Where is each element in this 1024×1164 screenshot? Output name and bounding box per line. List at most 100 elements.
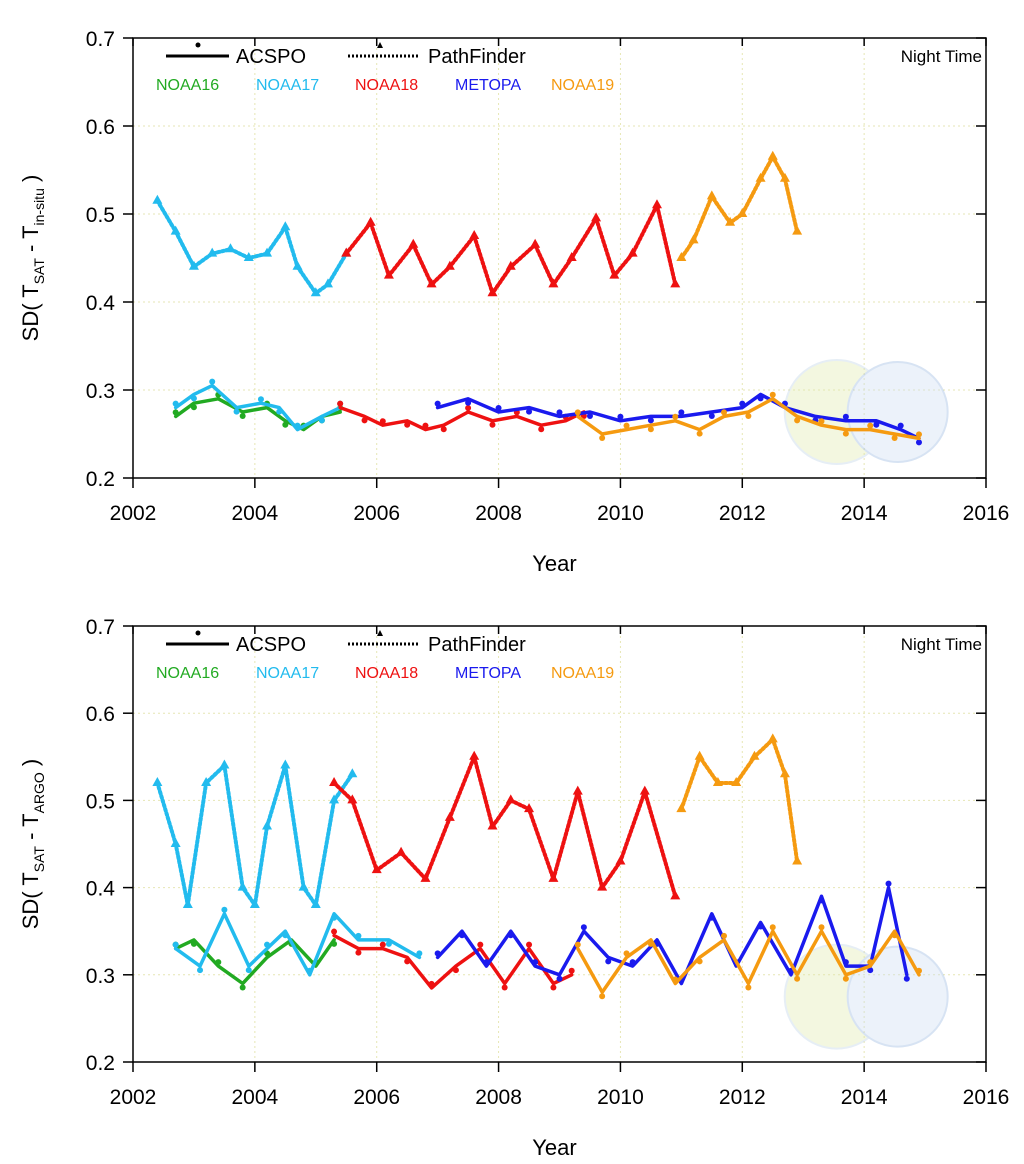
data-point-triangle: [329, 794, 340, 804]
data-point-triangle: [347, 794, 358, 804]
data-point-dot: [721, 409, 728, 416]
data-point-dot: [233, 408, 240, 415]
data-point-dot: [580, 924, 587, 931]
data-point-dot: [434, 400, 441, 407]
data-point-triangle: [530, 238, 541, 248]
data-point-triangle: [347, 768, 358, 778]
data-point-triangle: [341, 247, 352, 257]
plot-frame: [132, 625, 987, 1063]
y-tick-label: 0.3: [86, 380, 115, 403]
data-point-dot: [574, 409, 581, 416]
data-point-triangle: [609, 269, 620, 279]
x-tick-label: 2010: [597, 1086, 644, 1109]
legend-sat-noaa18: NOAA18: [355, 77, 418, 94]
data-point-dot: [209, 378, 216, 385]
data-point-dot: [257, 396, 264, 403]
data-point-triangle: [731, 776, 742, 786]
data-point-triangle: [201, 776, 212, 786]
series-line: [435, 885, 909, 986]
data-point-triangle: [329, 776, 340, 786]
x-tick-label: 2010: [597, 502, 644, 525]
y-tick-label: 0.2: [86, 468, 115, 491]
legend-pathfinder-marker: [377, 630, 383, 636]
data-point-triangle: [670, 278, 681, 288]
data-point-triangle: [487, 287, 498, 297]
data-point-triangle: [548, 872, 559, 882]
data-point-dot: [769, 391, 776, 398]
night-time-annotation: Night Time: [901, 47, 982, 66]
data-point-triangle: [572, 785, 583, 795]
data-point-triangle: [292, 260, 303, 270]
legend-sat-noaa19: NOAA19: [551, 665, 614, 682]
series-noaa18-acspo: [337, 400, 587, 433]
noaa-seal: [846, 361, 949, 463]
data-point-dot: [599, 435, 606, 441]
data-point-dot: [556, 975, 563, 982]
data-point-dot: [647, 940, 654, 947]
data-point-dot: [897, 422, 904, 429]
x-axis-label: Year: [532, 1135, 576, 1160]
series-noaa19-pathfinder: [676, 150, 803, 261]
data-point-triangle: [676, 803, 687, 813]
data-point-triangle: [792, 855, 803, 865]
data-point-triangle: [694, 750, 705, 760]
squam-noaa-watermark: [783, 943, 949, 1050]
x-tick-label: 2006: [353, 502, 400, 525]
y-tick-label: 0.5: [86, 204, 115, 227]
data-point-dot: [190, 404, 197, 411]
data-point-dot: [379, 418, 386, 425]
data-point-dot: [818, 897, 825, 904]
data-point-triangle: [225, 243, 236, 253]
data-point-triangle: [188, 260, 199, 270]
data-point-triangle: [237, 881, 248, 891]
data-point-dot: [617, 413, 624, 420]
legend-acspo-label: ACSPO: [236, 46, 306, 68]
data-point-dot: [538, 426, 545, 433]
series-noaa18-pathfinder: [329, 750, 681, 900]
data-point-dot: [422, 422, 429, 429]
data-point-dot: [708, 914, 715, 921]
data-point-dot: [294, 422, 301, 429]
data-point-triangle: [524, 803, 535, 813]
data-point-triangle: [280, 221, 291, 231]
data-point-dot: [915, 967, 922, 974]
y-tick-label: 0.5: [86, 790, 115, 813]
data-point-dot: [842, 959, 849, 966]
data-point-triangle: [408, 238, 419, 248]
data-point-triangle: [420, 872, 431, 882]
data-point-dot: [172, 409, 179, 416]
legend-sat-noaa16: NOAA16: [156, 77, 219, 94]
series-line: [679, 737, 800, 864]
series-noaa19-acspo: [574, 924, 922, 1000]
data-point-dot: [757, 395, 764, 402]
data-point-dot: [459, 932, 466, 939]
data-point-triangle: [505, 794, 516, 804]
data-point-triangle: [310, 287, 321, 297]
data-point-dot: [276, 408, 283, 415]
data-point-dot: [282, 932, 289, 939]
data-point-dot: [915, 439, 922, 446]
data-point-dot: [507, 932, 514, 939]
legend-sat-noaa17: NOAA17: [256, 77, 319, 94]
data-point-dot: [318, 417, 325, 424]
data-point-dot: [355, 932, 362, 939]
data-point-dot: [197, 967, 204, 974]
data-point-triangle: [469, 750, 480, 760]
data-point-triangle: [627, 247, 638, 257]
data-point-dot: [385, 940, 392, 947]
noaa-seal: [846, 945, 949, 1048]
x-axis-label: Year: [532, 551, 576, 576]
data-point-triangle: [262, 820, 273, 830]
data-point-dot: [172, 941, 179, 948]
series-line: [332, 754, 678, 899]
data-point-dot: [495, 405, 502, 411]
data-point-dot: [818, 924, 825, 931]
series-noaa19-pathfinder: [676, 733, 803, 865]
series-noaa17-pathfinder: [152, 194, 352, 297]
x-tick-label: 2016: [963, 502, 1010, 525]
data-point-dot: [842, 975, 849, 982]
series-noaa16-acspo: [172, 391, 344, 432]
data-point-triangle: [365, 216, 376, 226]
legend-sat-metopa: METOPA: [455, 77, 521, 94]
